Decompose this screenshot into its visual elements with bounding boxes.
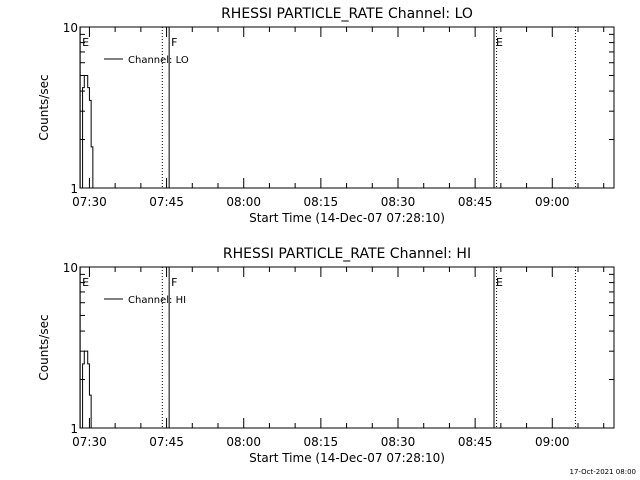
x-tick-label: 08:30 [381,435,416,449]
event-marker-label: E [82,276,89,289]
y-tick-label: 1 [70,182,78,196]
x-tick-label: 08:30 [381,195,416,209]
x-tick-label: 07:30 [72,435,107,449]
event-marker-label: E [496,276,503,289]
event-marker-label: E [496,36,503,49]
chart-title: RHESSI PARTICLE_RATE Channel: HI [223,246,471,262]
plot-frame [79,26,615,189]
y-axis-label: Counts/sec [37,74,51,140]
y-tick-label: 10 [63,21,78,35]
legend-label: Channel: LO [128,55,189,66]
event-marker-label: E [82,36,89,49]
x-tick-label: 08:00 [226,435,261,449]
series-line [82,350,92,428]
x-tick-label: 09:00 [535,435,570,449]
x-tick-label: 07:45 [149,195,184,209]
x-tick-label: 08:00 [226,195,261,209]
chart-panel-lo: RHESSI PARTICLE_RATE Channel: LO 1 10 Count… [37,6,615,225]
x-tick-label: 09:00 [535,195,570,209]
series-line [82,74,94,188]
y-tick-label: 1 [70,422,78,436]
x-tick-label: 08:45 [458,435,493,449]
event-marker-label: F [171,36,177,49]
x-tick-label: 07:30 [72,195,107,209]
footer-timestamp: 17-Oct-2021 08:00 [570,468,636,476]
x-axis-label: Start Time (14-Dec-07 07:28:10) [249,211,445,225]
legend-label: Channel: HI [128,295,186,306]
event-marker-label: F [171,276,177,289]
x-axis-label: Start Time (14-Dec-07 07:28:10) [249,451,445,465]
chart-title: RHESSI PARTICLE_RATE Channel: LO [221,6,473,22]
chart-panel-hi: RHESSI PARTICLE_RATE Channel: HI 1 10 Count… [37,246,615,465]
x-tick-label: 07:45 [149,435,184,449]
plot-frame [79,266,615,429]
y-axis-label: Counts/sec [37,314,51,380]
y-tick-label: 10 [63,261,78,275]
x-tick-label: 08:45 [458,195,493,209]
x-tick-label: 08:15 [304,195,339,209]
x-tick-label: 08:15 [304,435,339,449]
